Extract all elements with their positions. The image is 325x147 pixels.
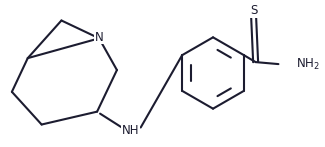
Text: S: S bbox=[250, 4, 257, 17]
Text: NH: NH bbox=[122, 124, 139, 137]
Text: N: N bbox=[95, 31, 103, 44]
Text: NH$_2$: NH$_2$ bbox=[296, 57, 320, 72]
